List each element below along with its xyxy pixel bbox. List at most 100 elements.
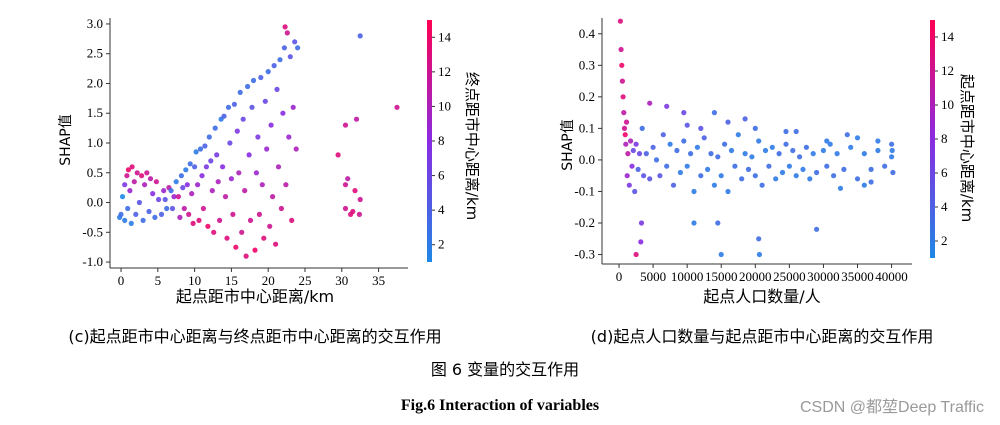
data-point [214, 152, 220, 158]
x-tick-label: 15 [225, 273, 238, 288]
data-point [691, 188, 697, 195]
data-point [231, 101, 237, 107]
y-tick-label: 0.0 [87, 195, 103, 210]
data-point [625, 151, 631, 157]
x-tick-label: 5 [155, 273, 162, 288]
data-point [621, 125, 628, 131]
colorbar-label-d: 起点距市中心距离/km [958, 74, 976, 222]
data-point [275, 164, 282, 170]
y-tick-label: 2.5 [87, 46, 103, 61]
data-point [725, 188, 731, 195]
data-point [653, 157, 660, 163]
data-point [173, 179, 179, 185]
data-point [759, 182, 765, 188]
plot-area-c [117, 24, 400, 259]
y-tick-label: 1.0 [87, 135, 103, 150]
data-point [245, 83, 251, 90]
y-tick-label: 1.5 [87, 105, 103, 120]
data-point [681, 110, 687, 116]
colorbar-gradient [427, 20, 432, 262]
data-point [773, 176, 779, 182]
data-point [186, 211, 192, 217]
data-point [169, 205, 176, 212]
watermark: CSDN @都堃Deep Traffic [800, 399, 984, 416]
data-point [220, 164, 226, 170]
x-tick-label: 35 [372, 273, 385, 288]
colorbar-tick-label: 2 [438, 237, 445, 252]
x-tick-label: 5000 [640, 269, 666, 284]
data-point [868, 179, 874, 185]
data-point [718, 173, 724, 179]
data-point [270, 194, 276, 200]
data-point [623, 141, 629, 147]
data-point [701, 135, 707, 141]
data-point [250, 77, 257, 84]
data-point [810, 151, 816, 157]
data-point [889, 147, 895, 154]
y-tick-label: -0.5 [82, 224, 103, 239]
data-point [664, 103, 670, 109]
data-point [694, 144, 701, 150]
data-point [783, 128, 789, 135]
chart-d: 0 5000 10000 15000 20000 25000 30000 35000 40000… [560, 18, 976, 346]
plot-area-d [617, 18, 896, 258]
data-point [256, 211, 262, 217]
data-point [175, 194, 181, 200]
y-tick-label: 0.3 [579, 57, 595, 72]
data-point [620, 94, 626, 100]
data-point [831, 173, 837, 179]
data-point [868, 166, 874, 172]
data-point [621, 110, 627, 116]
data-point [252, 247, 258, 253]
data-point [249, 104, 255, 110]
x-axis-d: 0 5000 10000 15000 20000 25000 30000 35000 40000 [602, 263, 912, 284]
x-tick-label: 35000 [841, 269, 874, 284]
data-point [192, 164, 198, 170]
data-point [732, 163, 738, 169]
data-point [209, 188, 215, 194]
data-point [345, 176, 351, 182]
data-point [800, 166, 806, 172]
data-point [664, 163, 670, 169]
data-point [274, 86, 280, 92]
data-point [861, 182, 867, 188]
data-point [134, 170, 140, 176]
x-axis-label-c: 起点距市中心距离/km [176, 287, 334, 306]
data-point [890, 169, 896, 176]
data-point [133, 211, 139, 217]
y-axis-label-d: SHAP值 [560, 119, 576, 170]
data-point [803, 144, 810, 150]
data-point [875, 138, 881, 144]
colorbar-tick-label: 10 [941, 97, 954, 112]
data-point [752, 125, 758, 131]
data-point [681, 138, 687, 144]
data-point [211, 229, 217, 235]
data-point [156, 196, 162, 203]
data-point [158, 211, 165, 217]
data-point [128, 220, 134, 226]
x-tick-label: 20 [262, 273, 275, 288]
data-point [335, 152, 341, 158]
data-point [221, 113, 227, 119]
data-point [722, 141, 728, 147]
data-point [827, 141, 833, 147]
data-point [125, 205, 131, 212]
y-tick-label: 0.2 [579, 89, 595, 104]
data-point [290, 104, 296, 110]
data-point [282, 24, 288, 30]
data-point [807, 176, 813, 182]
data-point [705, 166, 711, 172]
colorbar-tick-label: 8 [438, 133, 445, 148]
data-point [779, 169, 786, 176]
data-point [197, 146, 204, 152]
colorbar-tick-label: 2 [941, 233, 948, 248]
data-point [674, 147, 680, 154]
data-point [287, 54, 293, 60]
data-point [224, 235, 230, 241]
data-point [882, 163, 888, 169]
data-point [624, 173, 630, 179]
data-point [150, 191, 156, 197]
data-point [638, 220, 645, 226]
data-point [259, 182, 265, 188]
